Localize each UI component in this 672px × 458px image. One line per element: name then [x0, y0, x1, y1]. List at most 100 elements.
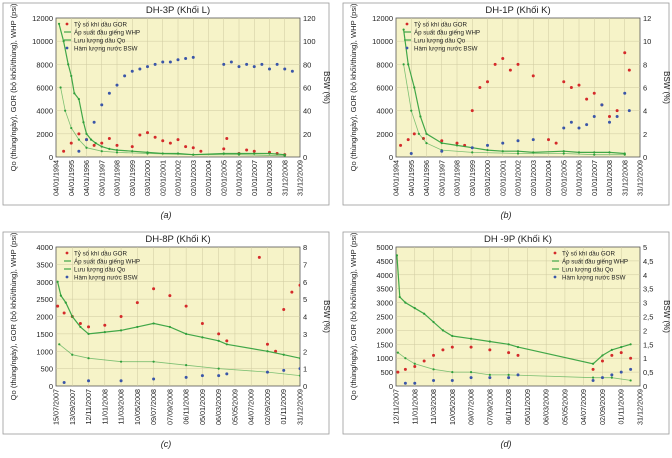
y2-tick-label: 2 [303, 347, 307, 356]
data-point [398, 295, 401, 299]
y2-tick-label: 0 [643, 382, 647, 391]
chart-panel-d: DH -9P (Khối K) 0 500 1000 1500 2000 2500 3000 3… [340, 229, 672, 458]
y-tick-label: 4500 [376, 257, 393, 266]
legend-marker [65, 275, 69, 279]
data-point [501, 141, 505, 145]
data-point [516, 139, 520, 143]
y2-tick-label: 80 [303, 60, 311, 69]
data-point [421, 136, 425, 140]
y2-tick-label: 20 [303, 130, 311, 139]
data-point [225, 343, 228, 346]
data-point [406, 138, 410, 142]
data-point [282, 368, 286, 372]
x-tick-label: 06/11/2008 [182, 389, 191, 424]
data-point [184, 375, 188, 379]
chart-svg: DH-8P (Khối K)05001000150020002500300035… [2, 231, 331, 449]
data-point [130, 69, 134, 73]
data-point [131, 150, 134, 153]
data-point [268, 152, 271, 155]
data-point [67, 63, 70, 66]
data-point [253, 152, 256, 155]
data-point [152, 377, 156, 381]
figure-caption: (b) [501, 210, 512, 220]
data-point [153, 135, 157, 139]
data-point [130, 145, 134, 149]
data-point [600, 103, 604, 107]
y2-tick-label: 1 [303, 365, 307, 374]
legend-label: Áp suất đầu giếng WHP [74, 258, 140, 265]
data-point [282, 308, 286, 312]
data-point [532, 151, 535, 154]
y2-tick-label: 3,5 [643, 285, 653, 294]
x-tick-label: 01/01/2008 [265, 160, 274, 196]
data-point [440, 142, 443, 145]
x-tick-label: 31/12/2009 [636, 160, 645, 196]
legend-label: Tỷ số khí dầu GOR [414, 21, 467, 28]
x-tick-label: 03/01/1998 [453, 160, 462, 196]
data-point [488, 376, 492, 380]
legend-label: Tỷ số khí dầu GOR [74, 21, 127, 28]
series-group [399, 28, 631, 156]
data-point [471, 151, 474, 154]
data-point [184, 145, 188, 149]
data-point [610, 373, 614, 377]
x-tick-label: 05/01/2009 [198, 389, 207, 425]
data-point [396, 254, 399, 257]
y-tick-label: 8000 [376, 60, 393, 69]
x-tick-label: 04/01/1995 [407, 160, 416, 196]
y-tick-label: 2000 [36, 130, 53, 139]
x-tick-label: 04/07/2009 [247, 389, 256, 425]
data-point [100, 145, 103, 148]
y2-tick-label: 0,5 [643, 368, 653, 377]
data-point [432, 353, 436, 357]
y2-tick-label: 2,5 [643, 313, 653, 322]
data-point [577, 151, 581, 154]
data-point [107, 136, 111, 140]
data-point [119, 315, 123, 318]
data-point [70, 126, 73, 130]
data-point [184, 57, 188, 61]
x-tick-label: 03/01/1997 [437, 160, 446, 196]
data-point [413, 381, 417, 385]
y-tick-label: 4000 [36, 243, 53, 252]
x-tick-label: 09/07/2008 [149, 389, 158, 425]
x-tick-label: 02/01/2002 [514, 160, 523, 196]
data-point [432, 320, 435, 324]
data-point [191, 146, 195, 150]
x-tick-label: 03/01/2000 [143, 160, 152, 196]
data-point [516, 150, 520, 153]
x-tick-label: 01/11/2009 [279, 389, 288, 424]
data-point [432, 378, 436, 382]
y2-tick-label: 8 [303, 243, 307, 252]
data-point [413, 307, 416, 310]
data-point [71, 353, 74, 356]
data-point [407, 63, 410, 66]
data-point [275, 62, 279, 66]
data-point [531, 138, 535, 142]
chart-title: DH-8P (Khối K) [145, 234, 210, 245]
data-point [441, 348, 445, 352]
data-point [185, 332, 188, 335]
y-tick-label: 5000 [376, 243, 393, 252]
data-point [108, 147, 111, 150]
data-point [440, 149, 444, 153]
chart-title: DH-1P (Khối K) [485, 5, 550, 16]
data-point [168, 141, 172, 145]
figure-caption: (d) [501, 439, 512, 449]
data-point [425, 132, 428, 135]
y2-tick-label: 4,5 [643, 257, 653, 266]
figure-caption: (c) [161, 439, 172, 449]
data-point [85, 138, 88, 142]
data-point [402, 63, 405, 66]
series-group [56, 255, 300, 385]
x-tick-label: 13/09/2007 [68, 389, 77, 425]
data-point [192, 153, 195, 156]
data-point [610, 376, 613, 379]
data-point [107, 91, 111, 95]
y-tick-label: 10000 [372, 37, 393, 46]
x-tick-label: 31/12/2008 [280, 160, 289, 196]
data-point [507, 376, 511, 380]
data-point [403, 367, 407, 371]
data-point [396, 351, 399, 354]
data-point [516, 62, 520, 66]
